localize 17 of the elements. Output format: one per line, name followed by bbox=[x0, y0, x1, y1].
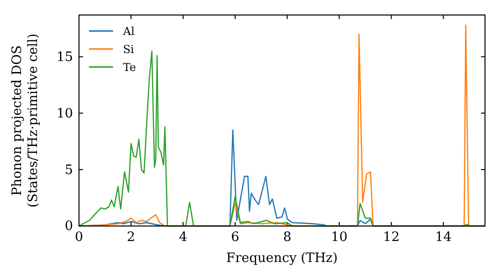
y-tick-label: 0 bbox=[64, 219, 73, 234]
y-tick-label: 15 bbox=[56, 50, 73, 65]
y-tick-label: 10 bbox=[56, 106, 73, 122]
x-tick-label: 10 bbox=[330, 230, 348, 246]
x-tick-label: 12 bbox=[383, 230, 400, 246]
x-tick-label: 8 bbox=[283, 230, 292, 246]
x-tick-label: 14 bbox=[435, 230, 452, 246]
legend-label: Te bbox=[123, 61, 136, 74]
legend-label: Si bbox=[123, 43, 135, 56]
x-tick-label: 2 bbox=[126, 230, 136, 246]
x-tick-label: 4 bbox=[178, 230, 188, 246]
x-tick-label: 6 bbox=[231, 230, 240, 246]
legend-label: Al bbox=[122, 25, 135, 38]
x-axis-title: Frequency (THz) bbox=[226, 251, 338, 266]
y-tick-label: 5 bbox=[64, 162, 73, 178]
x-tick-label: 0 bbox=[74, 230, 84, 246]
y-axis-title: Phonon projected DOS (States/THz·primitive cell) bbox=[10, 33, 41, 208]
